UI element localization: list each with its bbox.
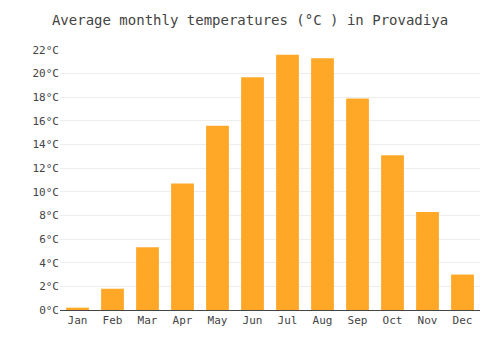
svg-text:8°C: 8°C xyxy=(39,209,59,222)
svg-text:Apr: Apr xyxy=(173,314,193,327)
svg-text:0°C: 0°C xyxy=(39,304,59,317)
svg-text:6°C: 6°C xyxy=(39,233,59,246)
svg-text:14°C: 14°C xyxy=(33,138,60,151)
svg-text:Nov: Nov xyxy=(418,314,438,327)
svg-text:Sep: Sep xyxy=(348,314,368,327)
svg-text:Dec: Dec xyxy=(453,314,473,327)
svg-text:Jul: Jul xyxy=(278,314,298,327)
svg-text:16°C: 16°C xyxy=(33,115,60,128)
svg-text:Aug: Aug xyxy=(313,314,333,327)
svg-text:Feb: Feb xyxy=(103,314,123,327)
svg-text:Average monthly temperatures (: Average monthly temperatures (°C ) in Pr… xyxy=(52,12,448,28)
svg-text:12°C: 12°C xyxy=(33,162,60,175)
svg-text:Jun: Jun xyxy=(243,314,263,327)
svg-text:Jan: Jan xyxy=(68,314,88,327)
svg-text:18°C: 18°C xyxy=(33,91,60,104)
svg-text:22°C: 22°C xyxy=(33,44,60,57)
svg-text:2°C: 2°C xyxy=(39,280,59,293)
svg-text:Oct: Oct xyxy=(383,314,403,327)
svg-text:20°C: 20°C xyxy=(33,67,60,80)
svg-text:May: May xyxy=(208,314,228,327)
svg-text:Mar: Mar xyxy=(138,314,158,327)
svg-text:4°C: 4°C xyxy=(39,257,59,270)
svg-text:10°C: 10°C xyxy=(33,186,60,199)
